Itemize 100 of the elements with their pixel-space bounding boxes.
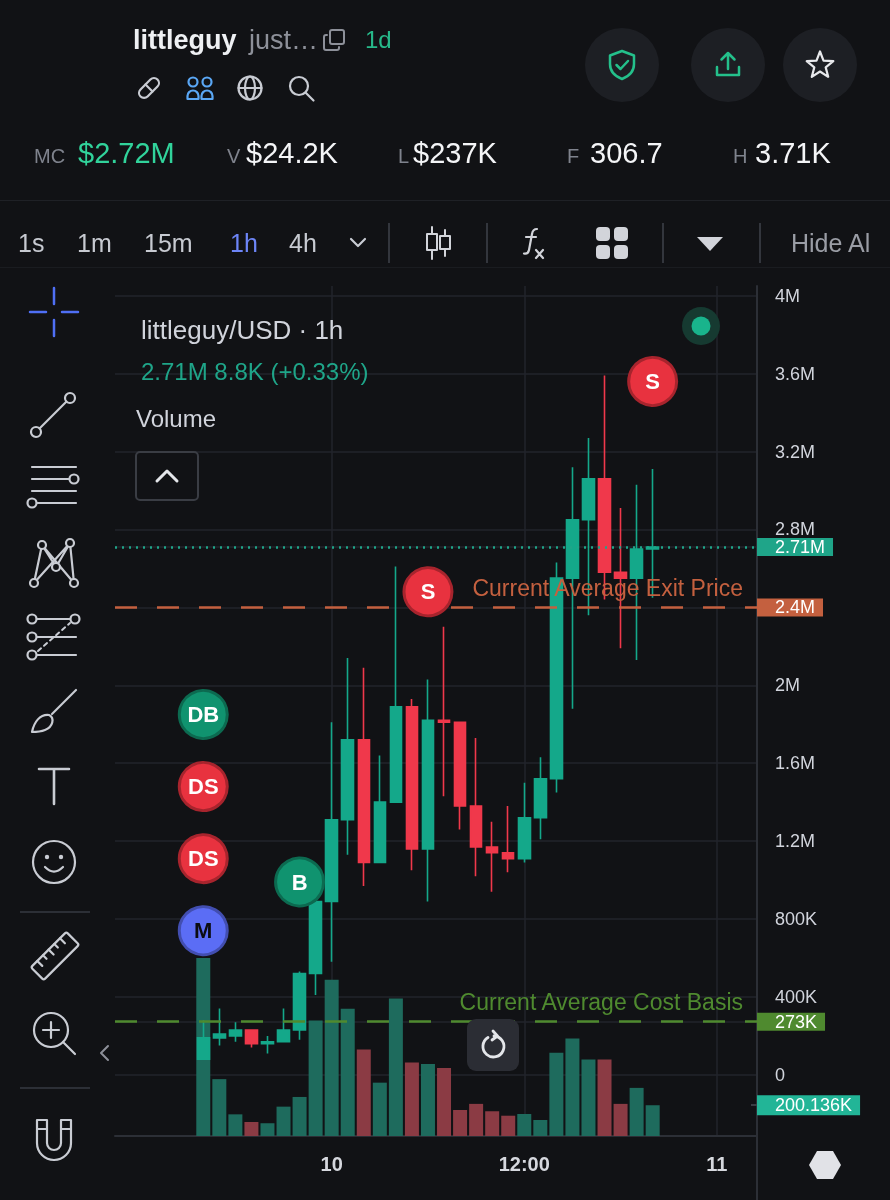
y-tick-label: 1.6M [775, 753, 816, 774]
data-label: S [420, 579, 436, 605]
bar [420, 1063, 435, 1136]
candlestick [533, 756, 548, 840]
candlestick [357, 666, 371, 887]
y-tick-label: 2.71M [775, 537, 826, 557]
y-tick-label: 3.6M [775, 363, 816, 384]
bar [260, 1123, 275, 1136]
candlestick [389, 565, 403, 803]
text: 15m [144, 228, 193, 257]
candlestick [308, 900, 323, 996]
bar [645, 1105, 660, 1136]
text: $2.72M [78, 136, 175, 169]
bar [517, 1114, 532, 1136]
bar [340, 1008, 355, 1136]
candlestick [517, 781, 532, 864]
candlestick [469, 737, 483, 877]
bar [212, 1079, 227, 1136]
bar [244, 1122, 259, 1136]
x-tick-label: 10 [320, 1153, 343, 1175]
text: MC [34, 145, 66, 167]
bar [549, 1052, 564, 1136]
candlestick [501, 805, 515, 874]
candlestick [324, 721, 339, 963]
bar [629, 1087, 644, 1136]
bar [469, 1103, 484, 1136]
bar [404, 1062, 419, 1136]
text: L [398, 145, 410, 167]
data-label: B [291, 869, 308, 895]
bar [453, 1110, 468, 1136]
candlestick [276, 1007, 291, 1043]
data-label: DB [187, 702, 220, 728]
text: $24.2K [246, 136, 338, 169]
text: 4h [289, 228, 317, 257]
text: F [567, 145, 580, 167]
candlestick [437, 626, 451, 798]
data-label: DS [187, 846, 219, 872]
candlestick [453, 721, 467, 831]
bar [485, 1111, 500, 1136]
y-tick-label: 2M [775, 675, 801, 696]
data-label: S [645, 368, 661, 394]
text: just… [249, 24, 319, 55]
point [274, 856, 326, 908]
bar [324, 979, 339, 1136]
y-tick-label: 273K [775, 1011, 818, 1032]
y-tick-label: 4M [775, 285, 801, 306]
ref-line-label: Current Average Cost Basis [459, 989, 743, 1016]
bar [613, 1103, 628, 1136]
bar [533, 1120, 548, 1136]
y-tick-label: 2.4M [775, 597, 816, 618]
candlestick [228, 1021, 243, 1043]
data-label: M [194, 918, 213, 944]
text: 306.7 [590, 136, 663, 169]
y-tick-label: 800K [775, 909, 818, 930]
text: V [227, 145, 241, 167]
bar [228, 1114, 243, 1136]
bar [356, 1049, 371, 1136]
candlestick [340, 657, 355, 856]
y-tick-label: 400K [775, 986, 818, 1007]
candlestick [373, 754, 387, 864]
text: littleguy [133, 24, 237, 55]
text: littleguy/USD · 1h [141, 315, 344, 345]
candlestick [212, 1007, 227, 1047]
text: 2.71M 8.8K (+0.33%) [141, 357, 369, 385]
text: 1h [230, 228, 258, 257]
bar [565, 1038, 580, 1136]
x-tick-label: 12:00 [498, 1153, 550, 1175]
y2-tick-label: 200.136K [775, 1095, 853, 1116]
bar [437, 1067, 452, 1136]
bar [292, 1096, 307, 1136]
candlestick [260, 1035, 275, 1055]
bar [501, 1115, 516, 1136]
point [402, 566, 454, 618]
candlestick [485, 820, 499, 893]
text: Hide Al [791, 228, 871, 257]
bar [581, 1059, 596, 1136]
point [627, 355, 679, 407]
candlestick [292, 970, 307, 1041]
candlestick [421, 678, 435, 903]
bar [308, 1020, 323, 1136]
data-label: DS [187, 774, 219, 800]
bar [276, 1106, 291, 1136]
point [177, 905, 229, 957]
x-tick-label: 11 [706, 1153, 728, 1175]
text: 1s [18, 228, 45, 257]
candlestick [244, 1029, 259, 1049]
y-tick-label: 2.8M [775, 519, 816, 540]
y-tick-label: 0 [775, 1064, 786, 1085]
text: 3.71K [755, 136, 831, 169]
bar [388, 998, 403, 1136]
text: 1d [365, 26, 392, 53]
y-tick-label: 3.2M [775, 441, 816, 462]
bar [597, 1059, 612, 1136]
text: 1m [77, 228, 112, 257]
bar [372, 1082, 387, 1136]
y-tick-label: 1.2M [775, 831, 816, 852]
text: H [733, 145, 748, 167]
annotation: Volume [136, 405, 217, 432]
text: $237K [413, 136, 497, 169]
candlestick [405, 698, 419, 872]
